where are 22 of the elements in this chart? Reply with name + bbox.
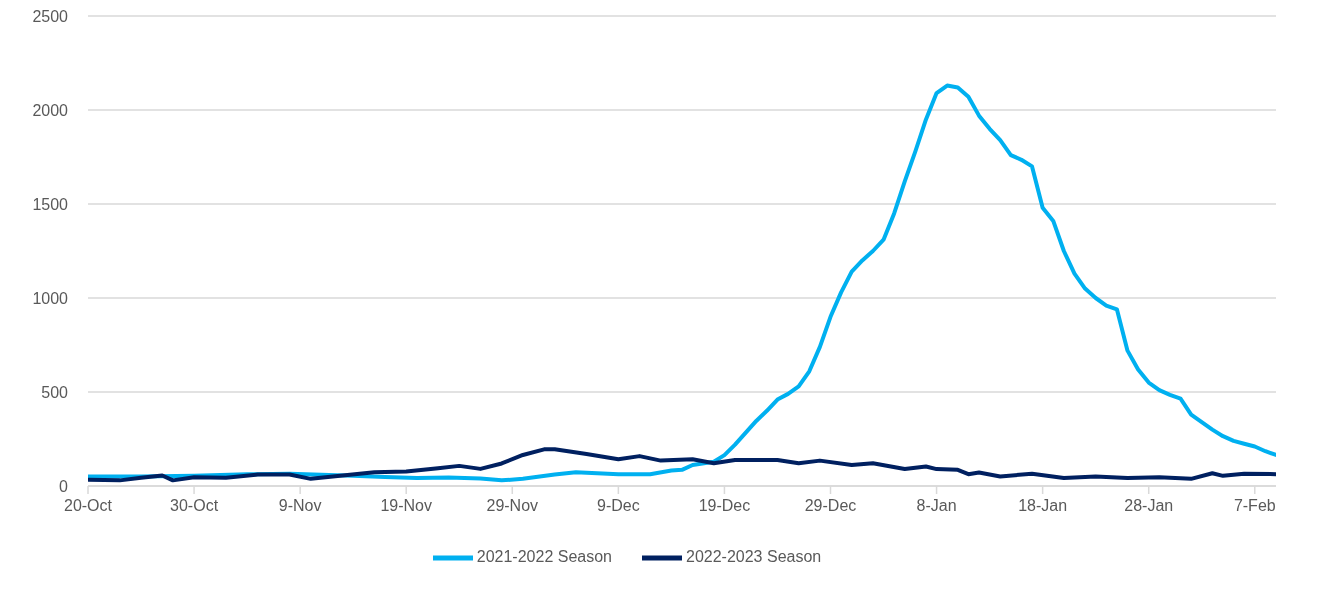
x-tick-label: 19-Dec <box>698 497 751 515</box>
y-tick-label: 1500 <box>32 195 69 213</box>
y-tick-label: 2500 <box>32 7 69 25</box>
y-tick-label: 0 <box>59 477 69 495</box>
x-tick-label: 9-Dec <box>597 497 640 515</box>
line-series <box>88 83 1276 483</box>
legend-label: 2022-2023 Season <box>686 548 822 566</box>
x-tick-label: 29-Dec <box>804 497 857 515</box>
x-tick-label: 30-Oct <box>170 497 219 515</box>
x-tick-label: 18-Jan <box>1018 497 1068 515</box>
x-tick-label: 19-Nov <box>380 497 432 515</box>
x-tick-label: 7-Feb <box>1233 497 1276 515</box>
x-tick-label: 9-Nov <box>278 497 322 515</box>
x-tick-label: 20-Oct <box>63 497 113 515</box>
y-tick-label: 500 <box>41 383 69 401</box>
legend-label: 2021-2022 Season <box>476 548 612 566</box>
x-tick-label: 28-Jan <box>1124 497 1174 515</box>
y-tick-label: 1000 <box>32 289 69 307</box>
y-tick-label: 2000 <box>32 101 69 119</box>
x-tick-label: 8-Jan <box>916 497 957 515</box>
x-tick-label: 29-Nov <box>486 497 539 515</box>
line-series <box>88 447 1276 483</box>
